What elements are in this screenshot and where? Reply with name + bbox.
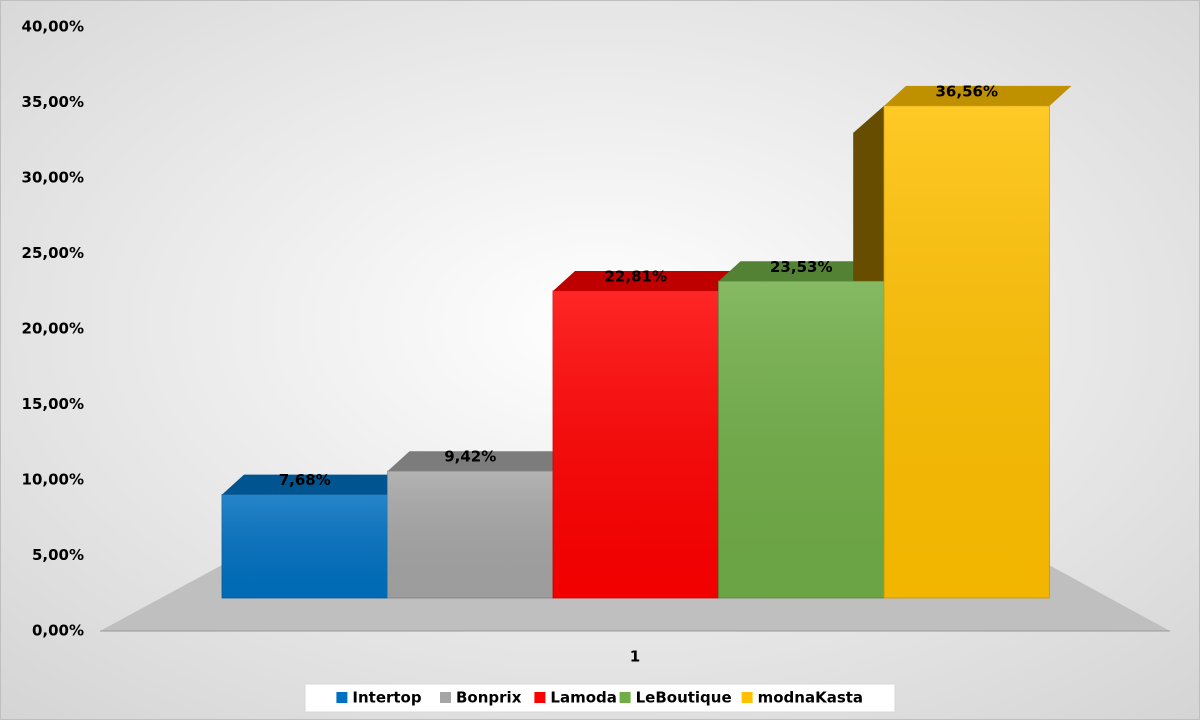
bar-top [553,270,741,291]
bar-shade [718,281,884,598]
bar-top [222,474,410,495]
legend-label: Bonprix [456,689,522,707]
legend-label: Intertop [352,689,421,707]
y-tick-label: 30,00% [22,169,84,187]
y-tick-label: 10,00% [22,471,84,489]
y-tick-label: 25,00% [22,244,84,262]
legend-swatch [534,692,546,703]
bar-shade [222,494,388,598]
legend-label: Lamoda [550,689,616,707]
value-label: 22,81% [605,267,667,285]
y-tick-label: 0,00% [32,622,84,640]
legend [304,683,896,713]
category-label: 1 [630,648,640,666]
y-tick-label: 40,00% [22,18,84,36]
bar-shade [884,105,1050,598]
legend-label: modnaKasta [758,689,863,707]
value-label: 9,42% [444,448,496,466]
value-label: 7,68% [279,471,331,489]
y-tick-label: 5,00% [32,546,84,564]
legend-swatch [336,692,348,703]
bar-top [387,451,575,472]
bar-top [884,85,1072,106]
bar-shade [387,471,553,598]
value-label: 23,53% [770,258,832,276]
y-tick-label: 35,00% [22,93,84,111]
legend-swatch [619,692,631,703]
legend-label: LeBoutique [636,689,732,707]
legend-swatch [741,692,753,703]
value-label: 36,56% [936,82,998,100]
bar-shade [553,290,719,598]
y-tick-label: 20,00% [22,320,84,338]
legend-swatch [440,692,451,703]
y-tick-label: 15,00% [22,395,84,413]
